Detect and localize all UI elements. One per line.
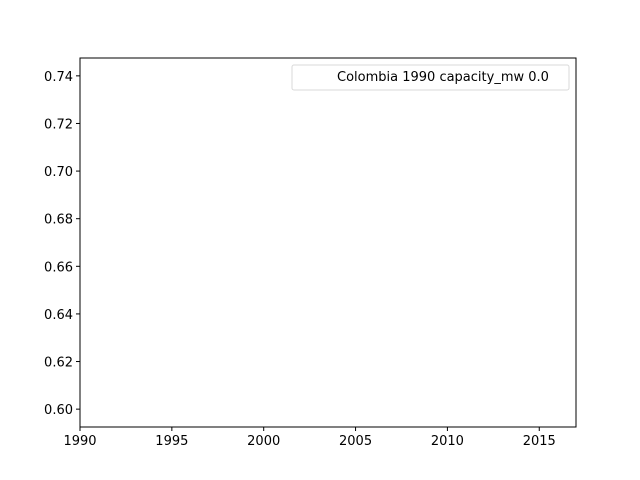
y-tick-label: 0.68 [44, 213, 73, 228]
y-tick-label: 0.70 [44, 165, 73, 180]
x-tick-label: 2000 [247, 434, 280, 449]
y-tick-label: 0.66 [44, 260, 73, 275]
x-tick-label: 2005 [339, 434, 372, 449]
x-tick-label: 1990 [63, 434, 96, 449]
x-tick-label: 1995 [155, 434, 188, 449]
y-tick-label: 0.64 [44, 308, 73, 323]
plot-area [80, 58, 576, 427]
x-axis: 1990 1995 2000 2005 2010 2015 [63, 427, 556, 449]
plot-frame [79, 57, 577, 428]
x-tick-label: 2015 [523, 434, 556, 449]
legend: Colombia 1990 capacity_mw 0.0 [291, 64, 570, 91]
y-tick-label: 0.72 [44, 117, 73, 132]
y-tick-label: 0.60 [44, 403, 73, 418]
x-tick-label: 2010 [431, 434, 464, 449]
legend-series-label: Colombia 1990 capacity_mw 0.0 [337, 70, 549, 85]
y-tick-label: 0.62 [44, 356, 73, 371]
y-axis: 0.60 0.62 0.64 0.66 0.68 0.70 0.72 0.74 [44, 70, 80, 418]
legend-box [291, 64, 570, 91]
y-tick-label: 0.74 [44, 70, 73, 85]
